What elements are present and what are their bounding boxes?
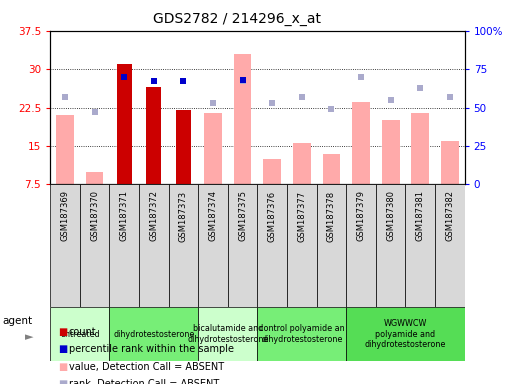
Text: untreated: untreated	[60, 329, 100, 339]
Bar	[234, 54, 251, 184]
Text: GSM187376: GSM187376	[268, 190, 277, 242]
Bar	[435, 184, 465, 307]
Text: ■: ■	[58, 362, 68, 372]
Text: count: count	[69, 327, 96, 337]
Bar	[287, 184, 317, 307]
Text: WGWWCW
polyamide and
dihydrotestosterone: WGWWCW polyamide and dihydrotestosterone	[365, 319, 446, 349]
Bar	[50, 307, 109, 361]
Bar	[263, 159, 281, 184]
Bar	[323, 154, 340, 184]
Text: GSM187369: GSM187369	[61, 190, 70, 242]
Text: ■: ■	[58, 344, 68, 354]
Text: bicalutamide and
dihydrotestosterone: bicalutamide and dihydrotestosterone	[187, 324, 268, 344]
Bar	[317, 184, 346, 307]
Text: GSM187379: GSM187379	[356, 190, 365, 242]
Bar	[198, 184, 228, 307]
Bar	[228, 184, 258, 307]
Bar	[346, 184, 376, 307]
Bar	[139, 184, 168, 307]
Bar	[109, 307, 198, 361]
Text: GSM187378: GSM187378	[327, 190, 336, 242]
Text: GSM187370: GSM187370	[90, 190, 99, 242]
Text: GSM187375: GSM187375	[238, 190, 247, 242]
Text: GSM187380: GSM187380	[386, 190, 395, 242]
Bar	[86, 172, 103, 184]
Bar	[80, 184, 109, 307]
Bar	[117, 64, 131, 184]
Text: rank, Detection Call = ABSENT: rank, Detection Call = ABSENT	[69, 379, 219, 384]
Text: GSM187381: GSM187381	[416, 190, 425, 242]
Bar	[204, 113, 222, 184]
Text: ■: ■	[58, 327, 68, 337]
Bar	[411, 113, 429, 184]
Bar	[56, 115, 74, 184]
Bar	[406, 184, 435, 307]
Bar	[352, 103, 370, 184]
Text: GSM187373: GSM187373	[179, 190, 188, 242]
Text: ■: ■	[58, 379, 68, 384]
Bar	[198, 307, 258, 361]
Text: GSM187371: GSM187371	[120, 190, 129, 242]
Bar	[382, 120, 400, 184]
Bar	[258, 307, 346, 361]
Bar	[109, 184, 139, 307]
Text: percentile rank within the sample: percentile rank within the sample	[69, 344, 233, 354]
Text: GSM187374: GSM187374	[209, 190, 218, 242]
Bar	[50, 184, 80, 307]
Text: agent: agent	[3, 316, 33, 326]
Text: dihydrotestosterone: dihydrotestosterone	[113, 329, 194, 339]
Bar	[441, 141, 459, 184]
Text: value, Detection Call = ABSENT: value, Detection Call = ABSENT	[69, 362, 224, 372]
Bar	[258, 184, 287, 307]
Text: GDS2782 / 214296_x_at: GDS2782 / 214296_x_at	[153, 12, 320, 25]
Text: ►: ►	[25, 332, 33, 342]
Text: control polyamide an
dihydrotestosterone: control polyamide an dihydrotestosterone	[259, 324, 345, 344]
Bar	[346, 307, 465, 361]
Text: GSM187377: GSM187377	[297, 190, 306, 242]
Bar	[146, 87, 161, 184]
Text: GSM187382: GSM187382	[445, 190, 454, 242]
Text: GSM187372: GSM187372	[149, 190, 158, 242]
Bar	[376, 184, 406, 307]
Bar	[176, 110, 191, 184]
Bar	[293, 143, 310, 184]
Bar	[168, 184, 198, 307]
